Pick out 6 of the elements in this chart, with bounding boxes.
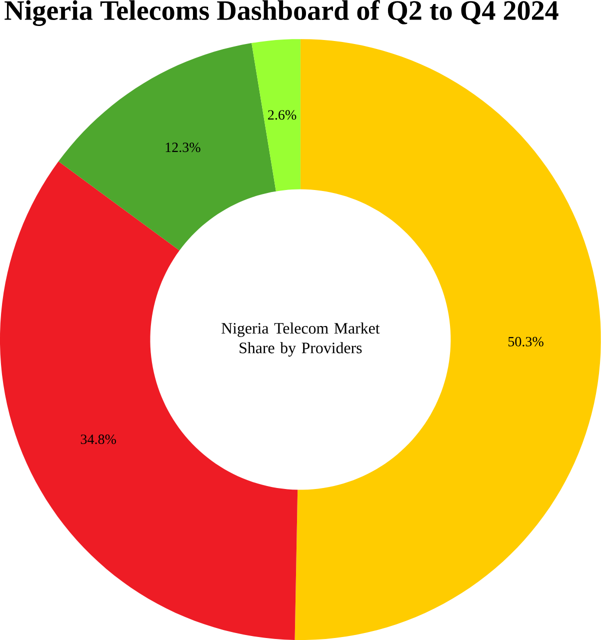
chart-title: Nigeria Telecoms Dashboard of Q2 to Q4 2024 bbox=[4, 0, 558, 26]
data-label: 34.8% bbox=[80, 434, 116, 444]
data-label: 2.6% bbox=[268, 110, 296, 120]
text: Nigeria Telecom Market Share by Providers bbox=[222, 322, 380, 357]
data-label: 12.3% bbox=[166, 142, 200, 152]
data-label: 50.3% bbox=[508, 336, 544, 346]
